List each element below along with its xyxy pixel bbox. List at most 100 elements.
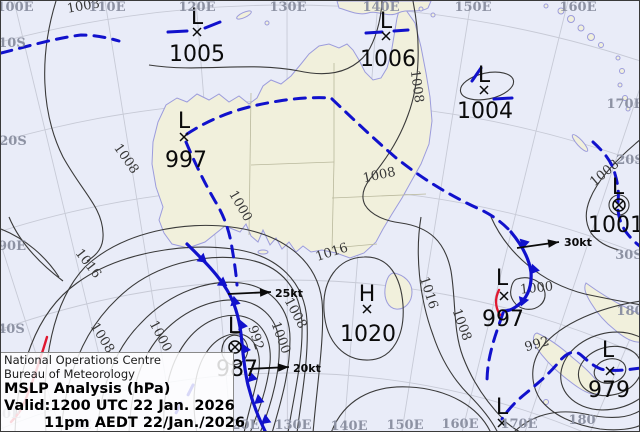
latitude-line [1, 4, 639, 62]
trough-dash [364, 30, 384, 35]
pressure-value: 997 [165, 148, 207, 173]
cold-front-triangle [238, 319, 248, 331]
state-border [331, 161, 335, 251]
graticule-label: 40S [1, 322, 25, 337]
x-mark [499, 291, 509, 301]
pressure-value: 1004 [457, 99, 513, 124]
isobar [331, 386, 491, 431]
pressure-value: 1005 [169, 42, 225, 67]
wind-speed-label: 25kt [275, 287, 303, 300]
trough-line [591, 140, 639, 248]
landmass [533, 332, 601, 395]
low-symbol: L [496, 395, 509, 420]
latitude-line [1, 372, 582, 431]
state-borders [248, 63, 427, 251]
isobar [8, 216, 64, 282]
island [577, 24, 585, 32]
isobar [44, 1, 104, 262]
graticule-label: 160E [441, 417, 478, 432]
state-border [248, 92, 252, 236]
x-mark [179, 132, 189, 142]
island [543, 399, 549, 405]
wind-arrow-head [277, 363, 289, 372]
island [557, 7, 565, 15]
island [625, 106, 631, 112]
wind-arrow-head [547, 239, 559, 248]
pressure-value: 1001 [588, 213, 640, 238]
isobar [1, 228, 60, 278]
cold-front-triangle [230, 295, 241, 307]
cold-front-triangle [260, 413, 272, 425]
state-border [250, 161, 335, 166]
graticule-label: 180 [568, 413, 595, 428]
island [587, 33, 595, 41]
center-position-marker [228, 340, 242, 354]
isobar [459, 71, 515, 101]
trough-line [185, 96, 513, 234]
cold-front-line [185, 242, 267, 431]
center-position-marker [479, 85, 489, 95]
landmass [336, 1, 432, 16]
graticule-label: 110E [88, 1, 125, 15]
latitude-line [1, 279, 639, 356]
island [598, 42, 604, 48]
trough-line [500, 350, 639, 421]
center-circle [612, 198, 626, 212]
wind-speed-label: 30kt [564, 236, 592, 249]
graticule-label: 150E [386, 418, 423, 432]
graticule-label: 100E [1, 1, 34, 15]
landmass [384, 272, 413, 310]
center-position-marker [362, 304, 372, 314]
org-dept: Bureau of Meteorology [4, 366, 135, 381]
isobar [514, 410, 639, 431]
graticule-label: 90E [1, 239, 26, 254]
low-symbol: L [602, 338, 615, 363]
x-mark [362, 304, 372, 314]
x-mark [479, 85, 489, 95]
low-symbol: L [612, 175, 625, 200]
valid-time-utc: Valid:1200 UTC 22 Jan. 2026 [4, 398, 235, 414]
low-symbol: L [228, 314, 241, 339]
isobar-value-label: 992 [244, 324, 266, 352]
longitude-line [461, 1, 569, 431]
cold-front-triangle [254, 393, 265, 405]
isobar [490, 216, 639, 306]
cold-front-triangle [216, 276, 228, 287]
state-border [331, 243, 378, 249]
center-position-marker [381, 31, 391, 41]
graticule-label: 30S [615, 248, 640, 263]
island [617, 82, 623, 88]
cold-front-line [502, 230, 533, 313]
warm-front-line [494, 288, 502, 317]
center-position-marker [499, 291, 509, 301]
pressure-value: 1020 [340, 322, 396, 347]
cold-front-triangle [530, 263, 540, 275]
x-mark [381, 31, 391, 41]
pressure-value: 1006 [360, 47, 416, 72]
graticule-label: 120E [178, 1, 215, 15]
graticule-label: 140E [330, 419, 367, 432]
x-mark [192, 27, 202, 37]
trough-line [485, 311, 505, 385]
low-symbol: L [496, 266, 509, 291]
x-mark [605, 366, 615, 376]
trough-dash [492, 96, 514, 101]
island [543, 3, 549, 9]
isobar-value-label: 1008 [362, 165, 397, 187]
cold-front-triangle [247, 371, 258, 383]
isobar [560, 331, 639, 411]
graticule-label: 20S [616, 153, 640, 168]
island [264, 20, 270, 26]
pressure-value: 997 [482, 307, 524, 332]
graticule-label: 180 [616, 304, 640, 319]
isobar [532, 300, 639, 431]
island [622, 95, 628, 101]
trough-dash [392, 28, 410, 33]
valid-time-local: 11pm AEDT 22/Jan./2026 [44, 415, 245, 431]
center-position-marker [612, 198, 626, 212]
isobar-value-label: 1008 [407, 69, 426, 104]
island [615, 55, 621, 61]
org-name: National Operations Centre [4, 353, 161, 367]
cold-front-triangle [196, 252, 207, 263]
